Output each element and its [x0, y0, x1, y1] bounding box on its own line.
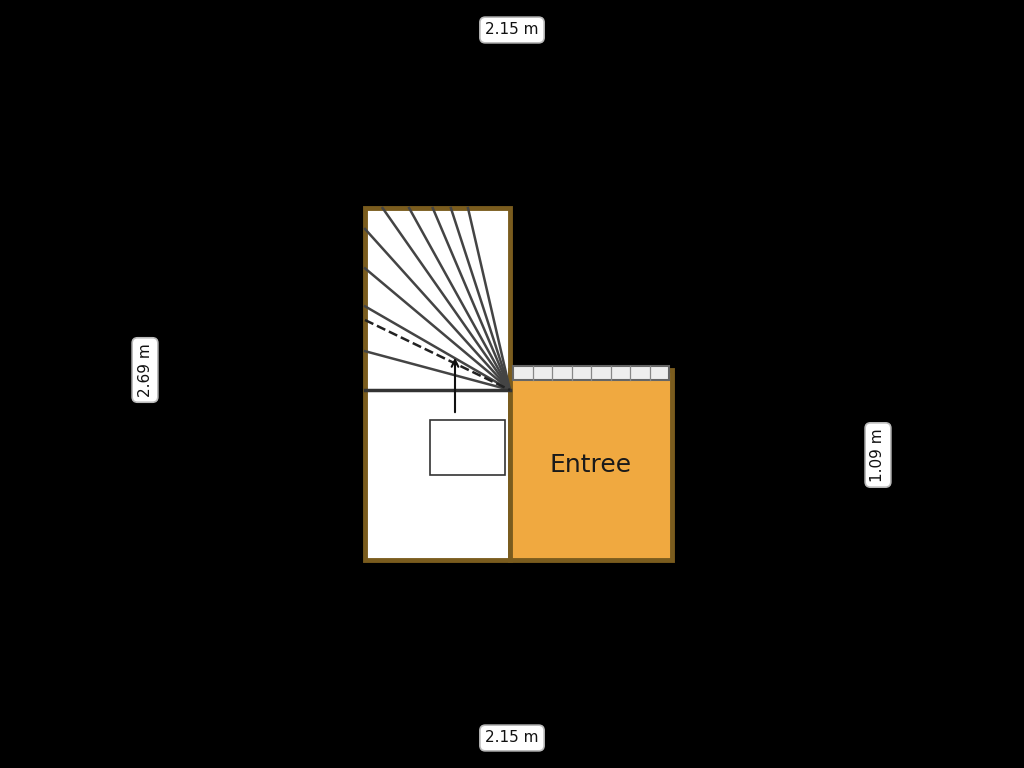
Text: Entree: Entree — [550, 453, 632, 477]
Bar — [430, 420, 505, 475]
Text: 2.15 m: 2.15 m — [485, 22, 539, 38]
Bar — [510, 370, 672, 560]
Text: 1.09 m: 1.09 m — [870, 429, 886, 482]
Text: 2.15 m: 2.15 m — [485, 730, 539, 746]
Bar — [365, 208, 510, 560]
Text: 2.69 m: 2.69 m — [137, 343, 153, 397]
Bar — [513, 366, 669, 380]
